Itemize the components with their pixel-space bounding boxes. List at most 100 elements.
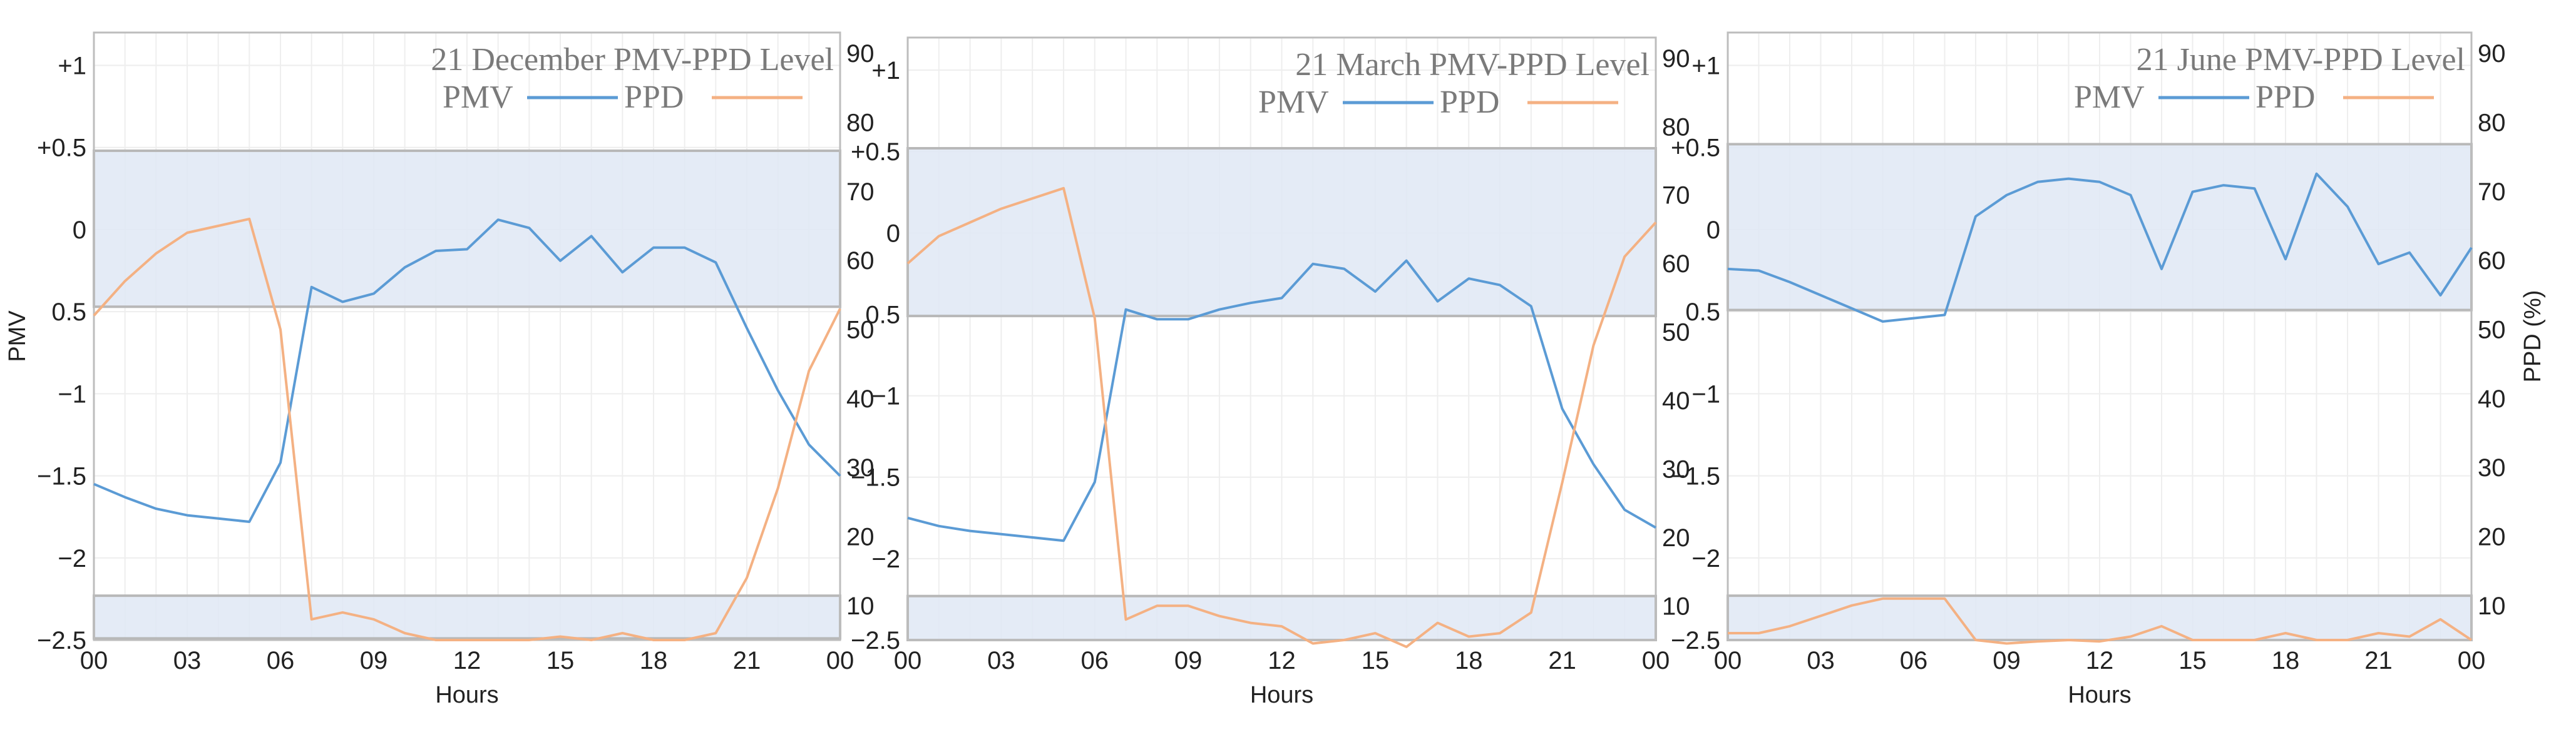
- x-tick-label: 15: [2178, 647, 2207, 674]
- x-tick-label: 06: [1900, 647, 1928, 674]
- y-tick-label: 0: [1706, 216, 1720, 244]
- x-tick-label: 03: [1807, 647, 1835, 674]
- y2-tick-label: 30: [1662, 455, 1690, 483]
- legend-label-pmv: PMV: [1258, 84, 1329, 120]
- x-tick-label: 21: [733, 647, 761, 674]
- y2-tick-label: 30: [2478, 454, 2506, 482]
- y2-tick-label: 20: [1662, 524, 1690, 552]
- plot-frame: [1727, 31, 2473, 641]
- comfort-band: [906, 146, 1657, 318]
- x-tick-label: 06: [267, 647, 295, 674]
- y-tick-label: +0.5: [1671, 135, 1720, 162]
- y2-tick-label: 90: [846, 40, 875, 68]
- x-tick-label: 18: [1455, 647, 1483, 674]
- y-tick-label: +1: [1691, 52, 1720, 79]
- y2-tick-label: 10: [2478, 592, 2506, 620]
- x-tick-label: 12: [1268, 647, 1296, 674]
- x-tick-label: 00: [80, 647, 108, 674]
- y2-tick-label: 70: [2478, 178, 2506, 206]
- y-tick-label: +0.5: [37, 135, 86, 162]
- y2-tick-label: 30: [846, 454, 875, 482]
- x-tick-label: 00: [1714, 647, 1742, 674]
- series-line-pmv: [907, 259, 1656, 542]
- y2-tick-label: 60: [846, 247, 875, 275]
- low-band: [1727, 594, 2473, 642]
- x-tick-label: 12: [2086, 647, 2114, 674]
- x-tick-label: 15: [547, 647, 575, 674]
- plot-frame: [906, 36, 1657, 641]
- y2-tick-label: 50: [2478, 316, 2506, 343]
- y2-tick-label: 70: [846, 178, 875, 206]
- y-tick-label: 0.5: [865, 301, 900, 328]
- series-line-pmv: [1727, 172, 2473, 323]
- y-tick-label: −1: [58, 380, 86, 408]
- y-tick-label: −2: [58, 545, 86, 572]
- x-tick-label: 21: [1548, 647, 1576, 674]
- x-tick-label: 09: [360, 647, 388, 674]
- y-tick-label: −1: [1691, 380, 1720, 408]
- y-tick-label: −2.5: [37, 627, 86, 654]
- y2-tick-label: 20: [2478, 523, 2506, 551]
- x-tick-label: 00: [2458, 647, 2486, 674]
- y-tick-label: +1: [871, 57, 900, 84]
- x-tick-label: 03: [173, 647, 202, 674]
- low-band: [93, 594, 841, 640]
- y-tick-label: −1: [871, 383, 900, 410]
- legend-label-pmv: PMV: [2074, 79, 2145, 115]
- legend-label-ppd: PPD: [2255, 79, 2315, 115]
- y-tick-label: −2: [1691, 545, 1720, 572]
- chart-title: 21 June PMV-PPD Level: [2137, 42, 2465, 78]
- y2-tick-label: 40: [1662, 387, 1690, 415]
- x-tick-label: 21: [2364, 647, 2393, 674]
- y-tick-label: 0.5: [51, 298, 86, 326]
- y-tick-label: −1.5: [37, 463, 86, 491]
- y2-tick-label: 60: [2478, 247, 2506, 275]
- y-tick-label: 0: [73, 216, 86, 244]
- legend-label-pmv: PMV: [443, 79, 513, 115]
- legend-label-ppd: PPD: [1440, 84, 1499, 120]
- x-tick-label: 09: [1174, 647, 1203, 674]
- y-tick-label: −2.5: [1671, 627, 1720, 654]
- y2-tick-label: 60: [1662, 250, 1690, 278]
- y-tick-label: 0.5: [1685, 298, 1720, 326]
- x-tick-label: 00: [826, 647, 854, 674]
- chart-panel-3: +1 +0.5 0 0.5 −1 −1.5 −2 −2.5 90 80 70 60 50 40 30 20 10…: [1671, 31, 2546, 708]
- y2-tick-label: 40: [2478, 385, 2506, 413]
- y-tick-label: −2.5: [851, 627, 900, 654]
- series-line-ppd: [93, 217, 841, 641]
- y2-axis-label: PPD (%): [2520, 290, 2546, 383]
- y-axis-label: PMV: [4, 310, 31, 362]
- y2-tick-label: 20: [846, 523, 875, 551]
- y2-tick-label: 50: [846, 316, 875, 343]
- chart-title: 21 December PMV-PPD Level: [431, 42, 834, 78]
- x-axis-label: Hours: [2068, 682, 2131, 708]
- x-tick-label: 18: [2272, 647, 2300, 674]
- x-axis-label: Hours: [1250, 682, 1313, 708]
- y2-tick-label: 90: [2478, 40, 2506, 68]
- y2-tick-label: 80: [846, 109, 875, 136]
- x-tick-label: 03: [987, 647, 1015, 674]
- x-tick-label: 09: [1993, 647, 2021, 674]
- x-tick-label: 18: [640, 647, 668, 674]
- low-band: [906, 594, 1657, 642]
- y-tick-label: +1: [58, 52, 86, 79]
- chart-panel-2: +1 +0.5 0 0.5 −1 −1.5 −2 −2.5 90 80 70 60 50 40 30 20 10…: [851, 36, 1690, 708]
- y2-tick-label: 50: [1662, 319, 1690, 347]
- series-line-ppd: [1728, 597, 2473, 645]
- y2-tick-label: 10: [1662, 592, 1690, 620]
- y2-tick-label: 80: [1662, 113, 1690, 141]
- x-tick-label: 00: [1642, 647, 1670, 674]
- x-tick-label: 12: [453, 647, 481, 674]
- x-tick-label: 06: [1081, 647, 1109, 674]
- series-line-ppd: [906, 186, 1657, 648]
- y-tick-label: −2: [871, 546, 900, 573]
- y-tick-label: −1.5: [851, 464, 900, 492]
- y2-tick-label: 10: [846, 592, 875, 620]
- y2-tick-label: 90: [1662, 45, 1690, 73]
- chart-title: 21 March PMV-PPD Level: [1295, 47, 1650, 83]
- y-tick-label: +0.5: [851, 138, 900, 166]
- y2-tick-label: 80: [2478, 109, 2506, 136]
- x-tick-label: 00: [894, 647, 922, 674]
- y-tick-label: 0: [886, 220, 900, 247]
